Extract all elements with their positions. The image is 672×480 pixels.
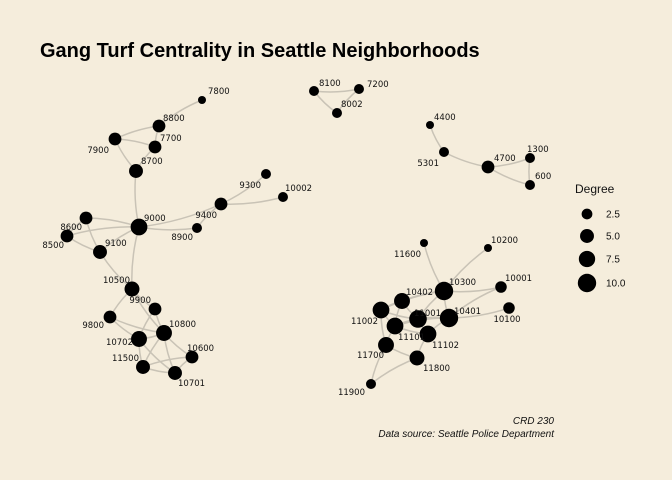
node-label-7700: 7700: [160, 134, 182, 144]
node-10100: [503, 302, 515, 314]
node-label-4400: 4400: [434, 113, 456, 123]
node-4700: [482, 161, 495, 174]
node-9300: [261, 169, 271, 179]
node-8100: [309, 86, 319, 96]
node-11600: [420, 239, 428, 247]
node-label-11600: 11600: [394, 250, 421, 260]
legend-label-3: 7.5: [606, 255, 620, 266]
node-label-9100: 9100: [105, 239, 127, 249]
edge-9000-8900: [139, 227, 197, 230]
legend-key-1: [582, 209, 593, 220]
caption-line-1: CRD 230: [513, 416, 555, 427]
node-7200: [354, 84, 364, 94]
node-label-7200: 7200: [367, 80, 389, 90]
node-label-8600: 8600: [60, 223, 82, 233]
node-9400: [215, 198, 228, 211]
node-label-11102: 11102: [432, 341, 459, 351]
legend-label-1: 2.5: [606, 210, 620, 221]
legend: Degree 2.5 5.0 7.5 10.0: [575, 182, 626, 292]
node-5301: [439, 147, 449, 157]
node-600: [525, 180, 535, 190]
legend-key-3: [579, 251, 595, 267]
node-11900: [366, 379, 376, 389]
node-label-10401: 10401: [454, 307, 481, 317]
node-label-8002: 8002: [341, 100, 363, 110]
node-label-9400: 9400: [195, 211, 217, 221]
legend-key-4: [578, 274, 596, 292]
node-label-8500: 8500: [42, 241, 64, 251]
node-label-8800: 8800: [163, 114, 185, 124]
node-label-5301: 5301: [417, 159, 439, 169]
node-label-9800: 9800: [82, 321, 104, 331]
node-label-600: 600: [535, 172, 551, 182]
node-11101: [387, 318, 404, 335]
node-label-10600: 10600: [187, 344, 214, 354]
edge-4700-600: [488, 167, 530, 185]
node-label-8900: 8900: [171, 233, 193, 243]
node-label-7900: 7900: [87, 146, 109, 156]
caption: CRD 230 Data source: Seattle Police Depa…: [378, 416, 555, 440]
node-label-10702: 10702: [106, 338, 133, 348]
node-7800: [198, 96, 206, 104]
node-11002: [373, 302, 390, 319]
node-label-10500: 10500: [103, 276, 130, 286]
legend-key-2: [580, 229, 594, 243]
legend-title: Degree: [575, 182, 615, 196]
legend-label-2: 5.0: [606, 232, 620, 243]
node-label-9000: 9000: [144, 214, 166, 224]
node-label-10001: 10001: [505, 274, 532, 284]
node-4400: [426, 121, 434, 129]
node-label-7800: 7800: [208, 87, 230, 97]
chart-title: Gang Turf Centrality in Seattle Neighbor…: [40, 40, 480, 62]
edge-9000-10500: [132, 227, 139, 289]
node-label-1300: 1300: [527, 145, 549, 155]
node-label-4700: 4700: [494, 154, 516, 164]
legend-label-4: 10.0: [606, 279, 626, 290]
node-label-10701: 10701: [178, 379, 205, 389]
node-label-11001: 11001: [414, 309, 441, 319]
node-label-10402: 10402: [406, 288, 433, 298]
node-label-8100: 8100: [319, 79, 341, 89]
node-10701: [168, 366, 182, 380]
node-label-10100: 10100: [493, 315, 520, 325]
node-label-9300: 9300: [239, 181, 261, 191]
node-label-11101: 11101: [398, 333, 425, 343]
node-label-10200: 10200: [491, 236, 518, 246]
node-8900: [192, 223, 202, 233]
edge-9400-10002: [221, 197, 283, 204]
node-label-11700: 11700: [357, 351, 384, 361]
caption-line-2: Data source: Seattle Police Department: [378, 429, 555, 440]
edge-8800-7900: [115, 126, 159, 139]
node-label-11900: 11900: [338, 388, 365, 398]
edge-8100-7200: [314, 89, 359, 92]
node-9800: [104, 311, 117, 324]
edge-8700-9000: [135, 171, 139, 227]
node-label-11002: 11002: [351, 317, 378, 327]
node-10702: [131, 331, 147, 347]
node-label-11500: 11500: [112, 354, 139, 364]
node-label-10800: 10800: [169, 320, 196, 330]
node-label-10002: 10002: [285, 184, 312, 194]
node-7900: [109, 133, 122, 146]
edge-5301-4700: [444, 152, 488, 167]
node-label-9900: 9900: [129, 296, 151, 306]
node-label-10300: 10300: [449, 278, 476, 288]
node-label-8700: 8700: [141, 157, 163, 167]
labels-layer: 7800 8800 7700 7900 8700 9000 8600 8500 9100 9300…: [42, 79, 551, 398]
node-label-11800: 11800: [423, 364, 450, 374]
